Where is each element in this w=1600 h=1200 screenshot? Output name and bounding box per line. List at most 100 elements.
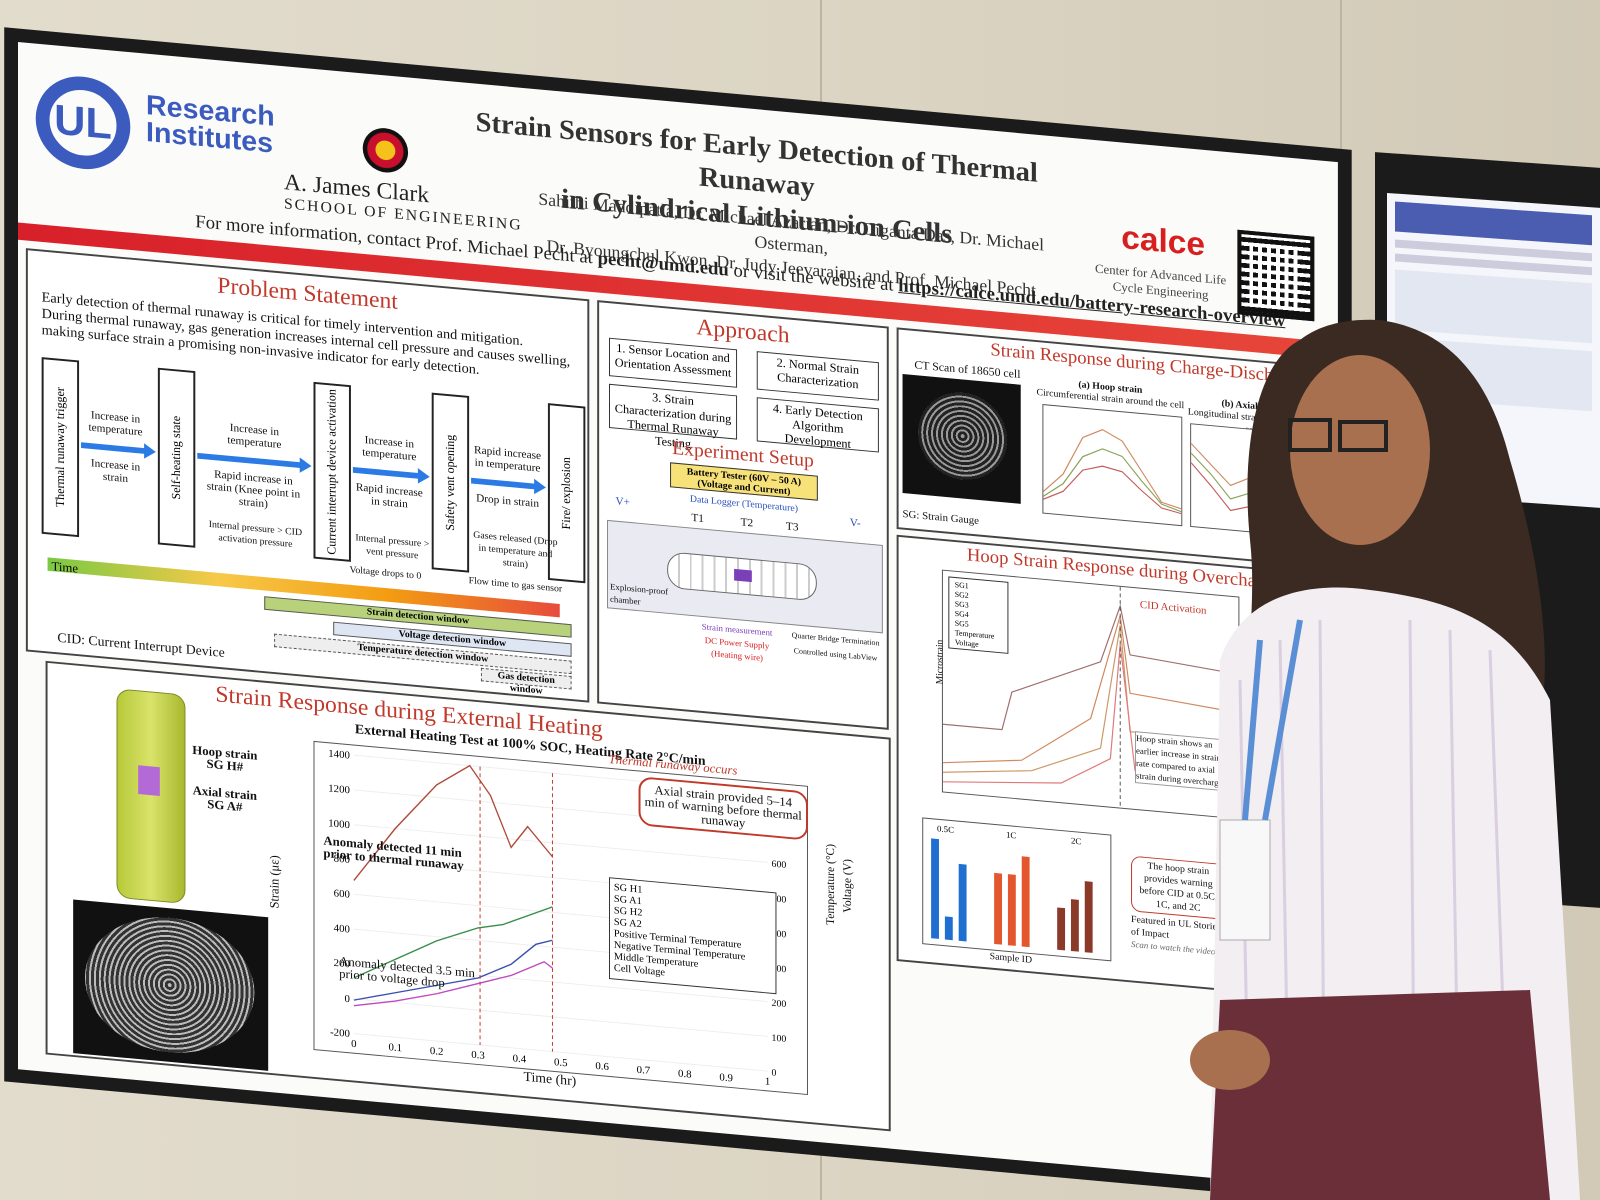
series-sg2 (942, 615, 1239, 764)
bar (994, 872, 1003, 945)
x-tick-label: 0.9 (719, 1071, 733, 1084)
approach-step: 1. Sensor Location and Orientation Asses… (609, 337, 738, 388)
legend-item: Temperature (955, 628, 995, 641)
x-tick-label: 0.6 (595, 1060, 609, 1073)
x-tick-label: 0.4 (513, 1053, 527, 1066)
flow-label: Increase in temperature (88, 409, 143, 439)
y-axis-label: Microstrain (934, 639, 946, 685)
poster: UL Research Institutes A. James Clark SCHO… (18, 42, 1338, 1190)
t3-label: T3 (785, 520, 799, 534)
series-line (353, 764, 553, 881)
y2-tick-label: 600 (772, 859, 787, 871)
flow-label: Increase in temperature (227, 422, 282, 451)
bar (1057, 907, 1066, 951)
rate-label: 1C (1006, 830, 1016, 841)
state-box: Safety vent opening (431, 392, 470, 573)
y-tick-label: 600 (334, 887, 350, 900)
y2-axis-label: Temperature (°C) (823, 843, 838, 926)
series-line (353, 906, 553, 979)
y-tick-label: 0 (345, 993, 350, 1005)
v-plus-label: V+ (615, 495, 631, 509)
legend-item: Voltage (955, 638, 979, 649)
bar (931, 838, 939, 939)
y2-tick-label: 0 (772, 1067, 777, 1078)
x-tick-label: 1 (765, 1076, 770, 1088)
x-tick-label: 0.5 (554, 1056, 568, 1069)
flow-label: Drop in strain (476, 492, 540, 510)
hoop-charge-chart (1042, 404, 1183, 527)
flow-label: Rapid increase in temperature (474, 444, 542, 475)
flow-label: Increase in strain (90, 457, 141, 485)
v-minus-label: V- (849, 517, 861, 530)
series-sg2 (1043, 448, 1182, 513)
ul-logo: UL (35, 72, 131, 174)
external-heating-panel: Strain Response during External Heating … (45, 660, 891, 1132)
flow-arrow (81, 442, 147, 454)
umd-seal-icon (362, 126, 409, 175)
x-tick-label: 0.7 (637, 1064, 651, 1077)
heating-legend: SG H1 SG A1 SG H2 SG A2 Positive Terminal T… (609, 877, 777, 995)
y2-tick-label: 100 (772, 1033, 787, 1045)
note-label: Internal pressure > CID activation press… (208, 519, 303, 550)
state-box: Self-heating state (157, 367, 196, 548)
y3-axis-label: Voltage (V) (839, 858, 854, 914)
explosion-chamber: Explosion-proof chamber (607, 519, 883, 634)
battery-cell-illustration (116, 688, 186, 904)
y-tick-label: 200 (334, 957, 350, 970)
y-tick-label: 400 (334, 922, 350, 935)
grid-line (353, 824, 768, 863)
series-sg3 (1043, 465, 1182, 515)
flow-label: Rapid increase in strain (355, 481, 423, 511)
axial-strain-label: Axial strain SG A# (192, 782, 258, 815)
rate-label: 2C (1071, 836, 1081, 847)
research-institutes-logo: Research Institutes (146, 90, 275, 160)
glasses (1288, 418, 1388, 452)
series-line (353, 939, 553, 1001)
grid-line (353, 963, 768, 1003)
legend-item: SG4 (955, 609, 969, 619)
rate-label: 0.5C (937, 823, 954, 834)
heater-patch (734, 568, 752, 583)
y-tick-label: 1400 (328, 748, 350, 762)
calce-logo: calce (1121, 219, 1206, 264)
y2-tick-label: 200 (772, 998, 787, 1010)
bar (944, 916, 953, 941)
cid-footnote: CID: Current Interrupt Device (57, 631, 225, 661)
legend-item: SG3 (955, 599, 969, 609)
approach-step: 2. Normal Strain Characterization (756, 351, 879, 401)
hands (1190, 1030, 1270, 1090)
series-sg1 (1042, 429, 1182, 510)
ct-scan-image (902, 374, 1021, 504)
y-tick-label: 800 (334, 853, 350, 866)
y-tick-label: -200 (330, 1026, 350, 1040)
hoop-strain-label: Hoop strain SG H# (192, 742, 258, 774)
overcharge-panel: Hoop Strain Response during Overcharge C… (896, 534, 1321, 1000)
x-tick-label: 0.2 (430, 1045, 444, 1058)
x-tick-label: 0.3 (471, 1049, 485, 1062)
y-tick-label: 1000 (328, 817, 350, 831)
legend-item: SG2 (955, 590, 969, 600)
legend-item: SG5 (955, 619, 969, 629)
bar (1007, 874, 1016, 946)
flow-label: Rapid increase in strain (Knee point in … (206, 468, 301, 511)
bar (958, 863, 967, 942)
lanyard (1242, 619, 1303, 821)
grid-line (353, 1033, 768, 1072)
trousers (1210, 990, 1550, 1200)
bar (1084, 881, 1093, 953)
cell-cross-section-image (73, 899, 269, 1071)
y-tick-label: 1200 (328, 783, 350, 797)
sg-gauge-label: SG: Strain Gauge (902, 508, 979, 527)
approach-step: 4. Early Detection Algorithm Development (756, 397, 879, 453)
chamber-label: Explosion-proof chamber (609, 581, 669, 607)
series-sg1 (942, 603, 1239, 731)
bar (1070, 899, 1079, 952)
flow-arrow (471, 477, 537, 490)
state-box: Thermal runaway trigger (41, 357, 80, 538)
name-badge (1219, 819, 1271, 941)
state-box: Current interrupt device activation (313, 381, 351, 562)
approach-panel: Approach 1. Sensor Location and Orientat… (597, 300, 889, 730)
warning-bar-chart: 0.5C 1C 2C (922, 817, 1112, 962)
t1-label: T1 (691, 512, 704, 525)
